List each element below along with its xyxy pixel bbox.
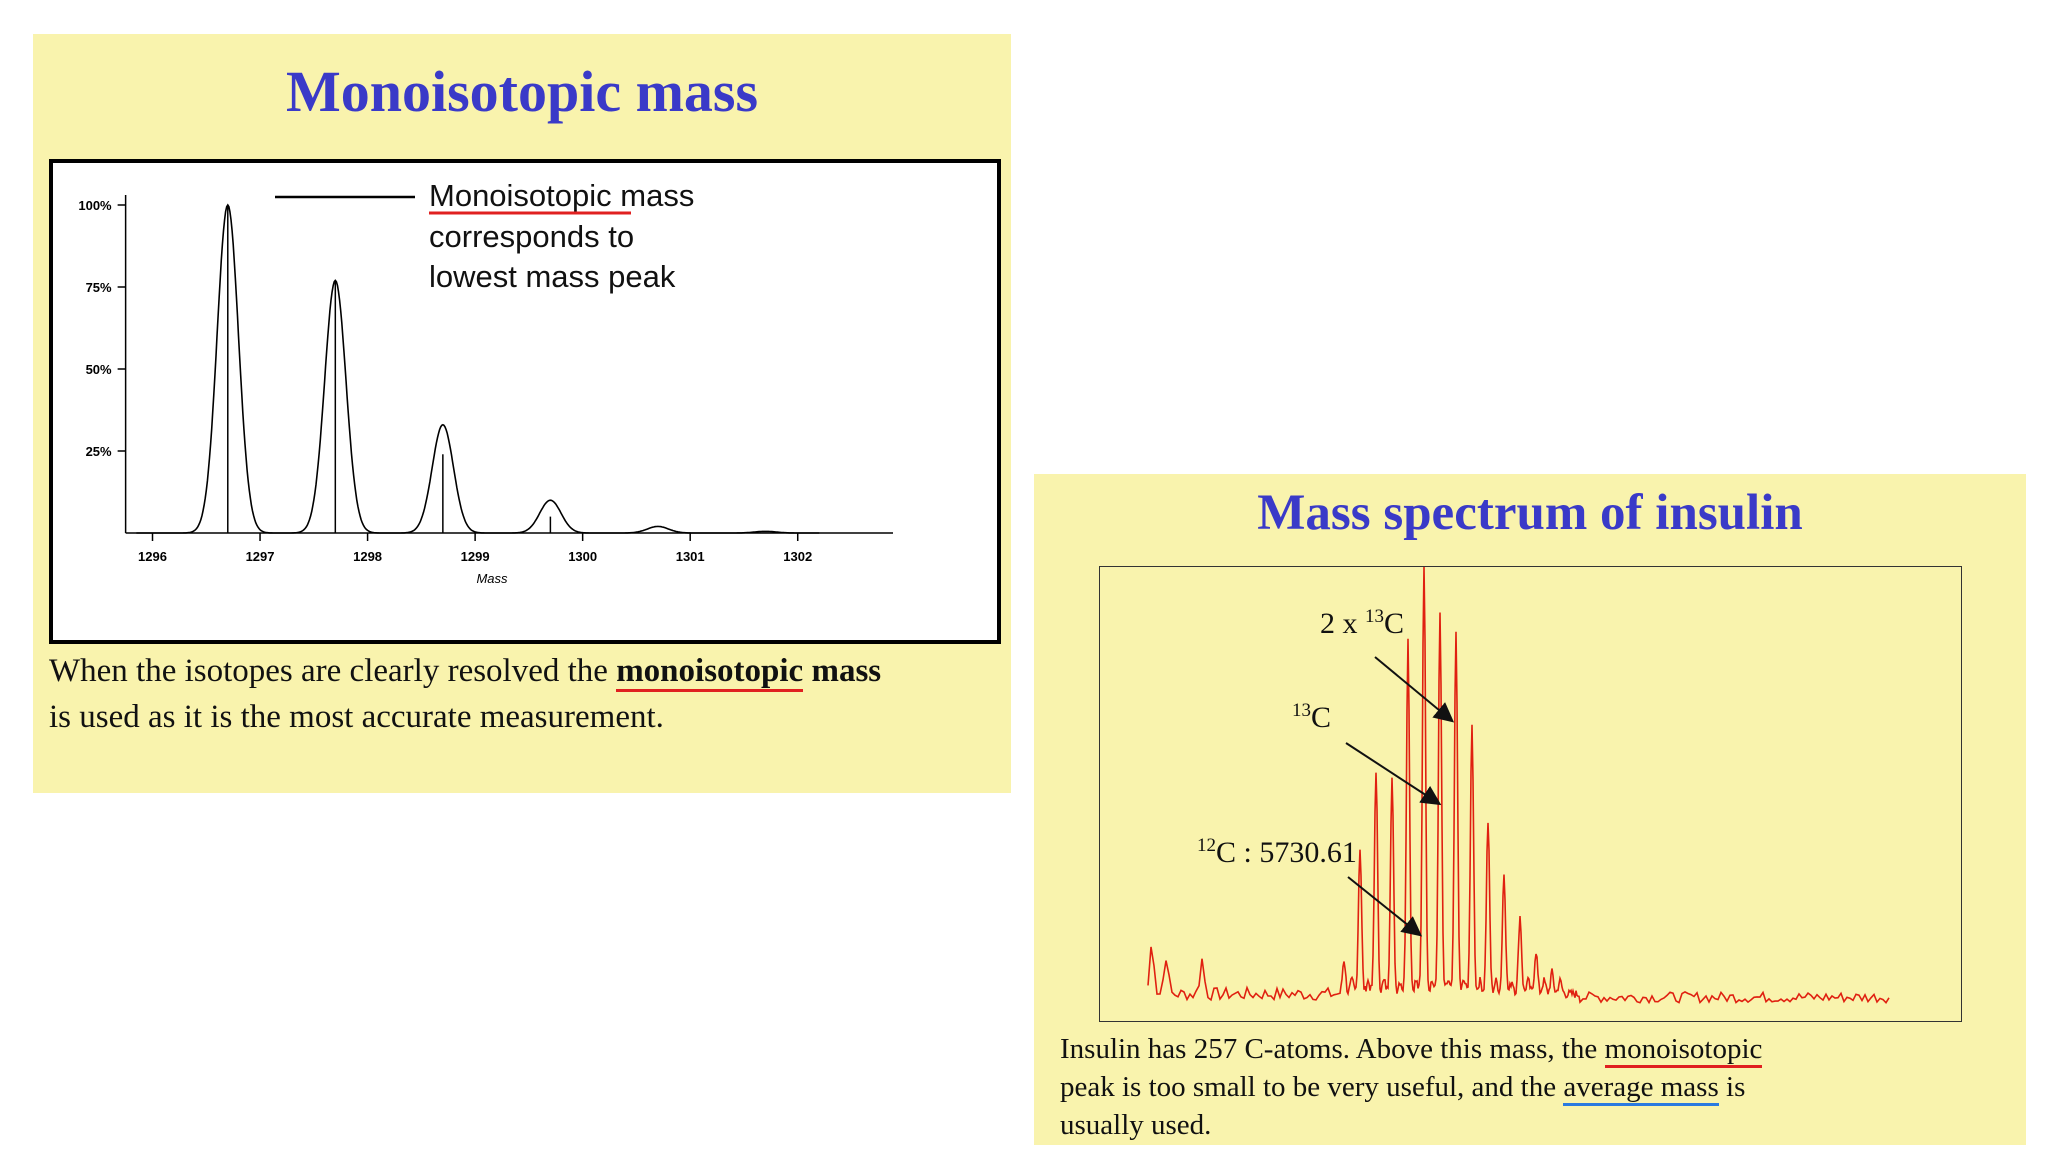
annotation-line1: Monoisotopic mass [429, 178, 694, 213]
label-12c: 12C : 5730.61 [1197, 835, 1357, 869]
annotation-line2: corresponds to [429, 219, 634, 254]
x-tick-label: 1299 [461, 549, 490, 564]
x-tick-label: 1298 [353, 549, 382, 564]
slide2-caption: Insulin has 257 C-atoms. Above this mass… [1060, 1033, 1763, 1141]
annotation-line3: lowest mass peak [429, 259, 676, 294]
insulin-spectrum-chart: 2 x 13C 13C 12C : 5730.61 [1099, 565, 1962, 1022]
arrow-13c [1345, 742, 1442, 806]
arrow-2x13c [1374, 656, 1455, 723]
y-tick-label: 50% [86, 362, 112, 377]
slide1-caption: When the isotopes are clearly resolved t… [49, 653, 882, 735]
monoisotopic-chart-svg: 25% 50% 75% 100% 1296 1297 1298 1299 1300 1301 130… [78, 178, 893, 586]
x-tick-label: 1301 [676, 549, 705, 564]
arrow-12c [1347, 876, 1423, 937]
x-tick-label: 1300 [568, 549, 597, 564]
label-2x13c: 2 x 13C [1320, 606, 1404, 640]
y-tick-label: 75% [86, 280, 112, 295]
x-tick-label: 1297 [246, 549, 275, 564]
annotation-underlined-word: Monoisotopic [429, 178, 612, 213]
monoisotopic-keyword: monoisotopic [616, 653, 804, 692]
x-axis-label: Mass [476, 571, 508, 586]
monoisotopic-keyword: monoisotopic [1604, 1033, 1763, 1068]
insulin-spectrum-svg: 2 x 13C 13C 12C : 5730.61 [1147, 565, 1890, 1005]
insulin-spectrum-line [1147, 565, 1890, 1005]
slide-insulin-spectrum: Mass spectrum of insulin 2 x 13C 13C 12C… [1034, 474, 2026, 1145]
label-13c: 13C [1292, 700, 1331, 734]
average-mass-keyword: average mass [1563, 1071, 1719, 1106]
x-tick-label: 1296 [138, 549, 167, 564]
slide-title: Mass spectrum of insulin [1257, 485, 1803, 541]
isotope-profile-line [136, 203, 820, 534]
y-tick-label: 100% [78, 198, 112, 213]
slide-title: Monoisotopic mass [285, 59, 759, 124]
monoisotopic-chart: 25% 50% 75% 100% 1296 1297 1298 1299 1300 1301 130… [49, 159, 1001, 644]
x-tick-label: 1302 [783, 549, 812, 564]
y-tick-label: 25% [86, 444, 112, 459]
slide-monoisotopic-mass: Monoisotopic mass 25% 50% 75% 100% 1296 1297 1… [33, 34, 1011, 793]
